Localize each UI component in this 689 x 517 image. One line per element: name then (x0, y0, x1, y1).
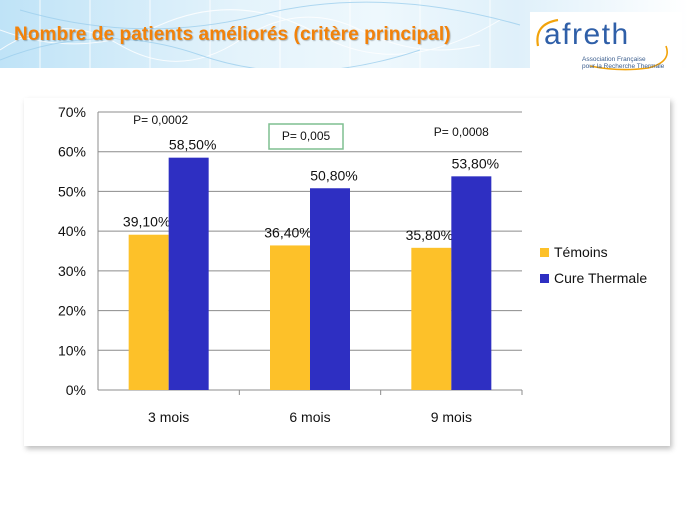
p-value-annotation: P= 0,0008 (434, 125, 489, 139)
logo-subtitle-line2: pour la Recherche Thermale (582, 63, 665, 70)
legend-swatch (540, 274, 549, 283)
x-tick-label: 9 mois (431, 409, 472, 425)
x-tick-label: 6 mois (289, 409, 330, 425)
bar-temoins (270, 245, 310, 390)
data-label: 53,80% (452, 155, 499, 171)
data-label: 39,10% (123, 214, 170, 230)
slide-title: Nombre de patients améliorés (critère pr… (14, 24, 451, 45)
y-tick-label: 20% (58, 303, 86, 319)
y-tick-label: 40% (58, 223, 86, 239)
y-tick-label: 0% (66, 382, 86, 398)
bar-cure-thermale (451, 176, 492, 390)
data-label: 35,80% (406, 227, 453, 243)
legend-label: Témoins (554, 244, 608, 260)
header-decoration (0, 0, 521, 68)
logo-wordmark: afreth (544, 18, 630, 51)
bar-cure-thermale (168, 157, 209, 390)
y-tick-label: 50% (58, 183, 86, 199)
y-tick-label: 70% (58, 104, 86, 120)
bar-temoins (128, 234, 169, 390)
y-tick-label: 30% (58, 263, 86, 279)
y-tick-label: 10% (58, 342, 86, 358)
p-value-annotation: P= 0,005 (282, 129, 331, 143)
data-label: 50,80% (310, 167, 357, 183)
legend-swatch (540, 248, 549, 257)
logo-swoosh-icon (536, 18, 668, 71)
legend-label: Cure Thermale (554, 270, 647, 286)
p-value-annotation: P= 0,0002 (133, 113, 188, 127)
annotation-box (268, 123, 344, 150)
bar-cure-thermale (310, 188, 350, 390)
logo-subtitle-line1: Association Française (582, 56, 646, 63)
data-label: 58,50% (169, 137, 216, 153)
y-tick-label: 60% (58, 144, 86, 160)
afreth-logo: afreth Association Française pour la Rec… (530, 12, 682, 72)
bar-temoins (411, 247, 452, 390)
data-label: 36,40% (264, 224, 311, 240)
x-tick-label: 3 mois (148, 409, 189, 425)
